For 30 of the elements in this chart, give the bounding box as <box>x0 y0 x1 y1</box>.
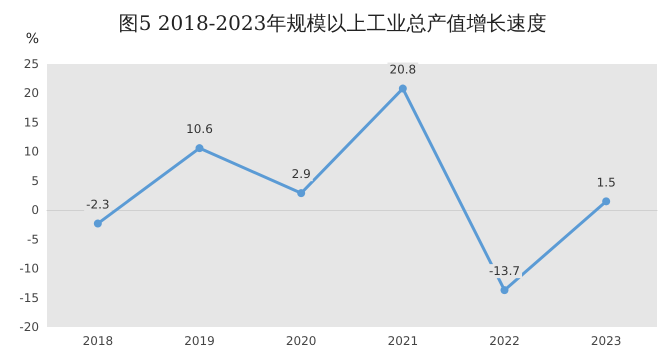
data-label: 2.9 <box>292 167 311 182</box>
y-tick-label: -15 <box>19 290 39 305</box>
point <box>500 286 508 294</box>
y-tick-label: -20 <box>19 320 39 334</box>
y-tick-label: 20 <box>24 86 39 100</box>
y-tick-label: 15 <box>24 115 39 130</box>
x-tick-label: 2020 <box>286 334 316 347</box>
y-tick-label: -5 <box>27 232 39 246</box>
point <box>398 84 407 93</box>
y-tick-label: 25 <box>24 57 39 71</box>
x-tick-label: 2019 <box>184 334 215 347</box>
point <box>94 220 102 228</box>
data-label: -13.7 <box>488 264 520 278</box>
y-tick-label: 5 <box>31 174 39 188</box>
x-tick-label: 2022 <box>489 334 520 347</box>
chart-title: 图5 2018-2023年规模以上工业总产值增长速度 <box>118 11 546 35</box>
data-label: -2.3 <box>86 198 110 212</box>
data-label: 10.6 <box>186 122 213 136</box>
y-axis-title: % <box>26 31 39 47</box>
point <box>196 144 204 152</box>
y-tick-label: -10 <box>19 262 39 276</box>
x-tick-label: 2023 <box>590 334 622 347</box>
y-tick-label: 10 <box>24 144 39 159</box>
x-tick-label: 2018 <box>82 334 114 347</box>
data-label: 1.5 <box>596 175 616 190</box>
point <box>602 197 610 206</box>
y-tick-label: 0 <box>31 203 39 218</box>
point <box>297 189 306 198</box>
data-label: 20.8 <box>389 62 416 77</box>
x-tick-label: 2021 <box>388 334 418 347</box>
